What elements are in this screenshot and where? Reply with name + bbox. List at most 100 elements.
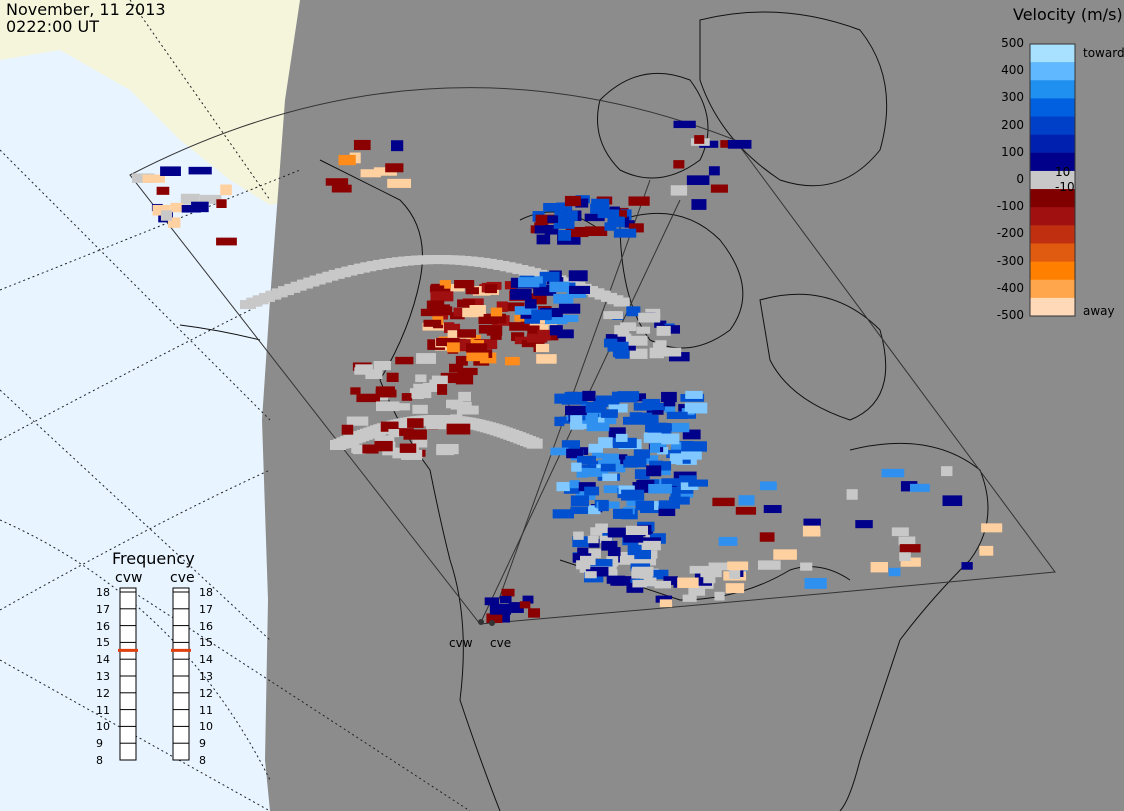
backscatter-cell	[616, 210, 627, 219]
frequency-label-left: 15	[96, 636, 110, 650]
backscatter-cell	[407, 418, 424, 428]
backscatter-cell	[632, 579, 647, 588]
backscatter-cell	[387, 178, 412, 188]
backscatter-cell	[576, 455, 597, 465]
frequency-label-right: 11	[199, 703, 213, 717]
backscatter-cell	[643, 577, 657, 587]
backscatter-cell	[603, 311, 624, 320]
backscatter-cell	[727, 561, 749, 571]
backscatter-cell	[635, 500, 655, 511]
velocity-colorbar	[1029, 43, 1076, 317]
backscatter-cell	[544, 225, 556, 235]
backscatter-cell	[478, 324, 493, 334]
backscatter-cell	[612, 349, 630, 358]
backscatter-cell	[579, 555, 596, 566]
backscatter-cell	[628, 196, 650, 206]
backscatter-cell	[636, 479, 655, 491]
backscatter-cell	[142, 174, 165, 183]
backscatter-cell	[353, 139, 371, 151]
frequency-label-left: 16	[96, 619, 110, 633]
backscatter-cell	[510, 288, 532, 300]
backscatter-cell	[673, 120, 696, 129]
backscatter-cell	[585, 401, 607, 413]
backscatter-cell	[519, 601, 531, 609]
backscatter-cell	[612, 508, 633, 519]
backscatter-cell	[489, 603, 512, 615]
backscatter-cell	[625, 335, 648, 346]
backscatter-cell	[216, 199, 227, 208]
backscatter-cell	[629, 348, 648, 359]
colorbar-tick-label: 0	[1016, 172, 1024, 186]
backscatter-cell	[657, 461, 672, 471]
colorbar-tick-label: -100	[996, 199, 1024, 214]
backscatter-cell	[527, 325, 540, 335]
backscatter-cell	[672, 440, 694, 450]
backscatter-cell	[584, 571, 597, 579]
backscatter-cell	[373, 361, 391, 371]
backscatter-cell	[627, 544, 642, 556]
backscatter-cell	[432, 312, 449, 320]
colorbar-swatch	[1030, 134, 1075, 154]
backscatter-cell	[671, 422, 690, 433]
backscatter-cell	[649, 501, 661, 510]
colorbar-tick-label: -400	[996, 280, 1024, 295]
colorbar-swatch	[1030, 207, 1075, 226]
backscatter-cell	[486, 613, 503, 624]
backscatter-cell	[547, 215, 559, 223]
backscatter-cell	[623, 534, 644, 543]
backscatter-cell	[552, 509, 575, 519]
backscatter-cell	[496, 301, 508, 312]
backscatter-cell	[156, 186, 170, 195]
backscatter-cell	[160, 166, 181, 176]
backscatter-cell	[671, 441, 682, 450]
backscatter-cell	[610, 577, 625, 586]
backscatter-cell	[543, 203, 562, 212]
backscatter-cell	[649, 460, 663, 469]
backscatter-cell	[686, 175, 710, 185]
backscatter-cell	[449, 363, 464, 373]
colorbar-tick-label: 400	[1001, 63, 1024, 78]
backscatter-cell	[522, 595, 534, 604]
backscatter-cell	[773, 549, 797, 560]
backscatter-cell	[655, 340, 667, 349]
backscatter-cell	[365, 369, 383, 380]
backscatter-cell	[898, 536, 916, 546]
backscatter-cell	[661, 433, 680, 445]
backscatter-cell	[531, 309, 552, 321]
backscatter-cell	[607, 216, 625, 228]
backscatter-cell	[624, 342, 636, 351]
backscatter-cell	[643, 414, 659, 425]
backscatter-cell	[670, 185, 688, 196]
backscatter-cell	[350, 387, 361, 395]
backscatter-cell	[188, 166, 212, 175]
backscatter-cell	[521, 340, 545, 348]
backscatter-cell	[509, 322, 528, 331]
backscatter-cell	[544, 316, 568, 325]
away-label: away	[1083, 304, 1115, 318]
backscatter-cell	[633, 557, 657, 566]
backscatter-cell	[455, 373, 474, 385]
backscatter-cell	[395, 428, 414, 436]
backscatter-cell	[981, 523, 1003, 533]
backscatter-cell	[571, 462, 582, 472]
backscatter-cell	[556, 202, 567, 211]
backscatter-cell	[714, 591, 725, 601]
backscatter-cell	[725, 583, 745, 594]
backscatter-cell	[445, 399, 463, 409]
backscatter-cell	[526, 438, 543, 449]
backscatter-cell	[615, 433, 628, 442]
backscatter-cell	[588, 505, 601, 515]
colorbar-tick-label: 100	[1001, 144, 1024, 159]
backscatter-cell	[392, 447, 404, 459]
backscatter-cell	[710, 184, 728, 193]
backscatter-cell	[362, 444, 379, 454]
backscatter-cell	[804, 577, 827, 589]
backscatter-cell	[638, 312, 661, 323]
backscatter-cell	[497, 614, 510, 623]
backscatter-cell	[677, 577, 699, 589]
backscatter-cell	[346, 416, 369, 426]
backscatter-cell	[611, 551, 631, 562]
backscatter-cell	[673, 160, 685, 169]
backscatter-cell	[220, 184, 232, 196]
backscatter-cell	[455, 355, 468, 366]
